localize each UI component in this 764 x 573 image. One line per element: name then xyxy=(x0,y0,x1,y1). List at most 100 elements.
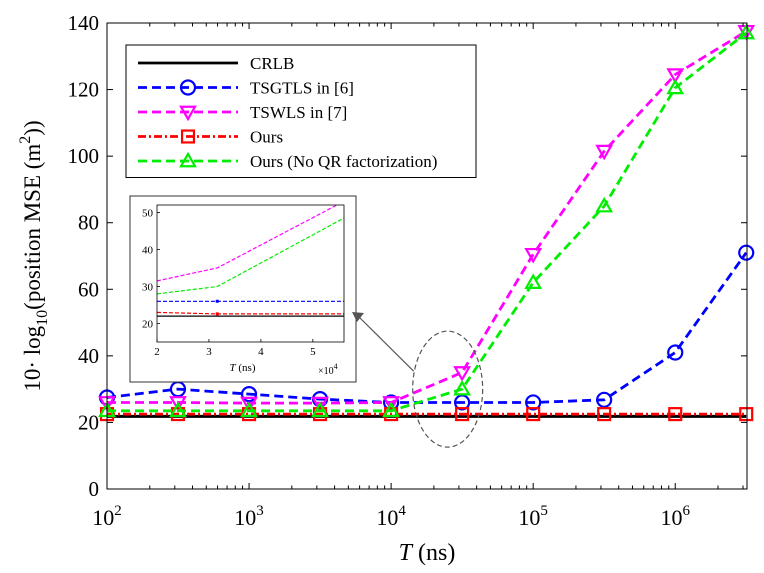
data-point xyxy=(737,23,756,40)
x-tick-base: 10 xyxy=(376,505,398,530)
data-point xyxy=(668,407,683,422)
inset-background xyxy=(129,195,357,383)
inset-x-label-symbol: T xyxy=(230,362,237,374)
legend-label: TSGTLS in [6] xyxy=(250,79,354,98)
data-point xyxy=(169,401,187,418)
y-tick-label: 0 xyxy=(89,477,100,501)
inset-frame xyxy=(156,204,345,343)
y-tick-label: 20 xyxy=(78,410,99,434)
inset-x-tick-label: 5 xyxy=(310,346,316,358)
data-point xyxy=(597,407,612,422)
legend-swatch-marker xyxy=(179,79,197,96)
inset-y-tick-label: 20 xyxy=(142,318,154,330)
inset-y-tick-label: 40 xyxy=(142,244,154,256)
x-tick-base: 10 xyxy=(92,505,114,530)
data-point xyxy=(311,401,329,418)
data-point xyxy=(169,396,187,412)
inset-x-tick-label: 2 xyxy=(154,346,160,358)
x-tick-exponent: 6 xyxy=(682,503,690,519)
inset-y-tick-label: 30 xyxy=(142,281,154,293)
data-point xyxy=(524,247,543,264)
data-point xyxy=(240,396,258,413)
inset-series xyxy=(157,205,344,317)
data-point xyxy=(595,196,614,213)
y-tick-label: 40 xyxy=(78,344,99,368)
data-point xyxy=(739,407,754,422)
inset-y-tick-label: 50 xyxy=(142,207,154,219)
data-point xyxy=(240,401,258,418)
x-tick-base: 10 xyxy=(234,505,256,530)
inset-x-tick-label: 4 xyxy=(258,346,264,358)
y-tick-label: 140 xyxy=(68,11,100,35)
y-tick-label: 60 xyxy=(78,277,99,301)
data-point xyxy=(526,407,541,422)
data-point xyxy=(311,396,329,413)
x-axis-label-unit: (ns) xyxy=(412,540,455,566)
inset-multiplier-base: ×10 xyxy=(318,366,334,377)
y-tick-label: 80 xyxy=(78,211,99,235)
x-tick-base: 10 xyxy=(518,505,540,530)
x-tick-label: 105 xyxy=(518,503,548,530)
inset-x-label-unit: (ns) xyxy=(236,362,256,374)
x-axis-label-symbol: T xyxy=(399,540,414,566)
legend-swatch-marker xyxy=(179,151,197,168)
data-point xyxy=(666,68,685,84)
zoom-ellipse xyxy=(412,330,484,448)
inset-line-1 xyxy=(157,217,344,295)
inset-x-multiplier: ×104 xyxy=(318,362,338,377)
legend-swatch-marker xyxy=(180,129,196,144)
data-point xyxy=(596,391,613,408)
data-point xyxy=(738,244,755,261)
inset-point xyxy=(215,312,219,316)
zoom-arrow-shaft xyxy=(357,315,415,372)
legend-label: CRLB xyxy=(250,54,294,73)
y-axis-label: 10· log10(position MSE (m2)) xyxy=(17,120,51,391)
data-point xyxy=(455,407,470,422)
legend-label: Ours (No QR factorization) xyxy=(250,152,437,171)
x-tick-label: 103 xyxy=(234,503,263,530)
series-layer xyxy=(98,23,756,422)
x-tick-exponent: 4 xyxy=(398,503,406,519)
plot-frame xyxy=(106,22,748,490)
data-point xyxy=(382,396,401,412)
y-tick-label: 100 xyxy=(68,144,100,168)
data-point xyxy=(525,394,542,411)
inset-x-label: T (ns) xyxy=(230,362,256,374)
legend-swatch-marker xyxy=(179,105,197,122)
y-label-subscript: 10 xyxy=(34,310,51,326)
y-label-suffix: )) xyxy=(20,120,45,135)
x-tick-exponent: 2 xyxy=(114,503,122,519)
x-tick-exponent: 5 xyxy=(540,503,548,519)
zoom-arrow-head xyxy=(352,312,364,322)
inset-x-tick-label: 3 xyxy=(206,346,212,358)
x-tick-label: 104 xyxy=(376,503,406,530)
legend: CRLB TSGTLS in [6] TSWLS in [7] Ours Ours (N… xyxy=(125,44,477,178)
y-label-prefix: 10· log xyxy=(20,325,45,391)
inset-multiplier-exponent: 4 xyxy=(334,362,338,371)
y-label-superscript: 2 xyxy=(17,136,34,144)
x-tick-exponent: 3 xyxy=(256,503,264,519)
legend-label: Ours xyxy=(250,128,283,147)
x-tick-base: 10 xyxy=(660,505,682,530)
x-tick-label: 102 xyxy=(92,503,122,530)
inset-line-0 xyxy=(157,205,339,282)
x-tick-label: 106 xyxy=(660,503,690,530)
data-point xyxy=(595,144,614,161)
data-point xyxy=(453,366,472,382)
data-point xyxy=(666,78,685,95)
legend-label: TSWLS in [7] xyxy=(250,103,347,122)
series-line-4 xyxy=(107,31,748,413)
data-point xyxy=(667,344,684,361)
series-line-2 xyxy=(107,30,747,405)
y-tick-label: 120 xyxy=(68,78,100,102)
data-point xyxy=(382,401,401,418)
inset-point xyxy=(215,299,219,303)
zoom-annotation xyxy=(352,312,484,448)
series-line-1 xyxy=(106,251,748,404)
data-point xyxy=(524,273,543,289)
data-point xyxy=(240,386,258,403)
data-point xyxy=(453,379,472,396)
